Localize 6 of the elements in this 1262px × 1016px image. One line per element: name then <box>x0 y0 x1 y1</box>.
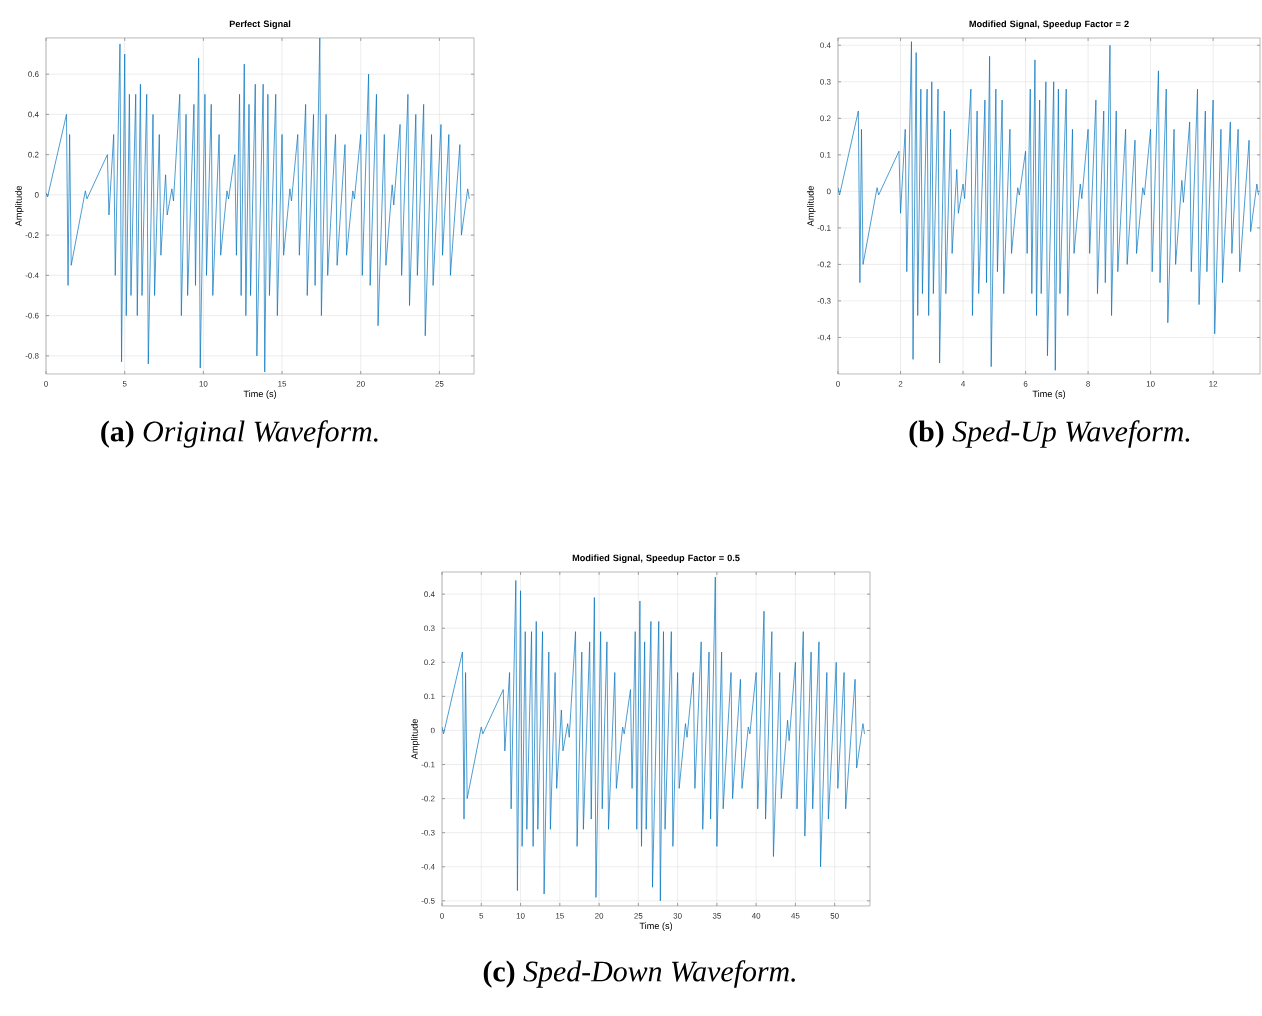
line-series <box>46 37 470 373</box>
line-series <box>838 41 1259 371</box>
text: (b) Sped-Up Waveform. <box>909 420 1190 448</box>
line-series <box>442 576 865 902</box>
text: (c) Sped-Down Waveform. <box>483 960 795 988</box>
text: (a) Original Waveform. <box>101 420 378 448</box>
